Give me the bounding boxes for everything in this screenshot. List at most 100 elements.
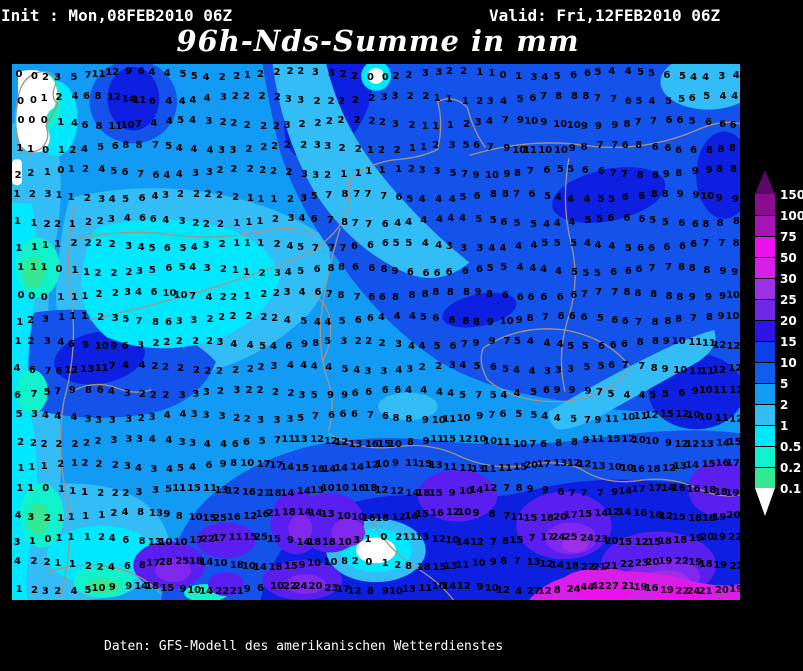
precip-value: 11: [459, 463, 474, 475]
precip-value: 18: [281, 507, 296, 519]
precip-value: 2: [338, 95, 345, 107]
precip-value: 7: [596, 140, 604, 152]
precip-value: 4: [420, 385, 428, 397]
precip-value: 16: [430, 507, 445, 519]
precip-value: 13: [148, 507, 163, 519]
precip-value: 9: [594, 414, 602, 426]
scale-label: 100: [780, 209, 803, 223]
precip-value: 2: [175, 335, 183, 347]
precip-value: 0: [42, 483, 50, 495]
precip-value: 3: [108, 214, 115, 226]
precip-value: 10: [240, 458, 255, 470]
precip-value: 1: [81, 487, 89, 499]
precip-value: 4: [732, 69, 740, 81]
precip-value: 17: [648, 483, 663, 495]
precip-value: 14: [334, 463, 349, 475]
precip-value: 8: [406, 437, 414, 449]
precip-value: 5: [553, 237, 561, 249]
precip-value: 1: [28, 462, 36, 474]
precip-value: 12: [456, 580, 471, 592]
precip-value: 1: [58, 312, 65, 324]
precip-value: 5: [70, 71, 78, 83]
precip-value: 9: [179, 584, 187, 596]
precip-value: 6: [678, 218, 686, 230]
precip-value: 10: [120, 120, 135, 132]
precip-value: 6: [137, 66, 145, 77]
precip-value: 6: [499, 409, 507, 421]
precip-value: 7: [108, 361, 116, 373]
precip-value: 3: [718, 70, 726, 82]
precip-value: 7: [583, 414, 591, 426]
precip-value: 7: [364, 189, 372, 201]
precip-value: 8: [489, 189, 497, 201]
precip-value: 1: [340, 169, 348, 181]
precip-value: 10: [241, 561, 256, 573]
precip-value: 15: [186, 482, 201, 494]
precip-value: 4: [447, 388, 455, 400]
precip-value: 2: [378, 117, 386, 128]
scale-label: 150: [780, 188, 803, 202]
precip-value: 5: [324, 336, 332, 348]
precip-value: 2: [216, 190, 223, 202]
precip-value: 4: [71, 90, 79, 102]
scale-label: 75: [780, 230, 797, 244]
precip-value: 19: [689, 533, 703, 545]
precip-value: 2: [354, 335, 362, 347]
precip-value: 6: [690, 239, 698, 251]
precip-value: 4: [14, 556, 21, 568]
precip-value: 4: [436, 386, 443, 398]
precip-value: 11: [108, 120, 123, 132]
precip-value: 7: [486, 141, 494, 153]
precip-value: 2: [229, 311, 237, 323]
precip-value: 2: [206, 336, 213, 348]
precip-value: 9: [692, 189, 700, 201]
precip-value: 18: [311, 463, 325, 475]
precip-value: 16: [241, 487, 256, 499]
precip-value: 6: [527, 292, 535, 304]
precip-value: 21: [266, 507, 281, 519]
precip-value: 2: [406, 90, 414, 102]
precip-value: 9: [163, 508, 171, 520]
precip-value: 4: [702, 71, 710, 83]
precip-value: 6: [608, 360, 616, 372]
precip-value: 5: [462, 139, 470, 151]
precip-value: 9: [68, 384, 76, 396]
precip-value: 18: [375, 512, 390, 524]
precip-value: 9: [717, 311, 725, 323]
precip-value: 15: [509, 535, 524, 547]
precip-value: 3: [448, 139, 456, 151]
precip-value: 2: [435, 360, 443, 372]
precip-value: 2: [111, 488, 119, 500]
precip-value: 8: [634, 287, 642, 299]
precip-value: 25: [213, 512, 227, 524]
precip-value: 1: [57, 512, 65, 524]
precip-value: 21: [698, 586, 713, 598]
precip-value: 1: [30, 262, 37, 273]
precip-value: 2: [14, 169, 22, 181]
precip-value: 3: [125, 414, 133, 426]
precip-value: 4: [499, 242, 507, 254]
precip-value: 0: [499, 69, 507, 81]
precip-value: 2: [353, 115, 361, 127]
precip-value: 19: [688, 557, 703, 569]
precip-value: 2: [219, 116, 227, 128]
precip-value: 8: [341, 188, 349, 200]
precip-value: 2: [217, 385, 225, 397]
precip-value: 4: [298, 213, 306, 225]
scale-segment: [755, 467, 775, 488]
precip-value: 7: [503, 510, 511, 522]
precip-value: 7: [594, 92, 601, 104]
precip-value: 9: [476, 411, 484, 423]
precip-value: 2: [298, 119, 306, 131]
precip-value: 2: [84, 237, 92, 249]
precip-value: 2: [272, 214, 279, 226]
precip-value: 3: [202, 387, 210, 398]
precip-value: 15: [618, 536, 633, 548]
precip-value: 9: [391, 265, 399, 277]
precip-value: 11: [281, 433, 296, 445]
precip-value: 5: [541, 238, 549, 250]
precip-value: 4: [13, 363, 21, 375]
precip-value: 8: [367, 586, 374, 598]
precip-value: 6: [111, 140, 119, 152]
precip-value: 4: [189, 94, 197, 106]
